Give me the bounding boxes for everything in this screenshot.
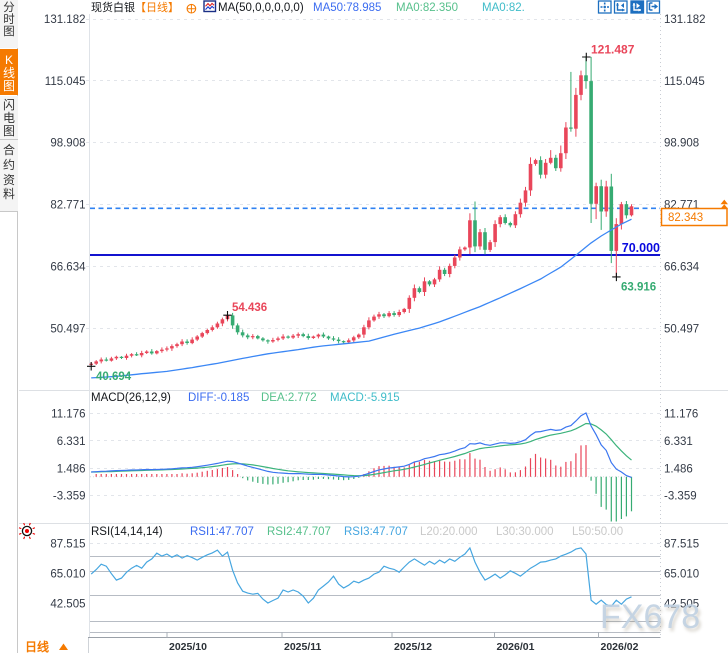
- svg-text:MA50:78.985: MA50:78.985: [313, 2, 381, 14]
- svg-text:11.176: 11.176: [51, 409, 85, 421]
- svg-text:RSI(14,14,14): RSI(14,14,14): [91, 526, 163, 538]
- svg-text:42.505: 42.505: [664, 599, 699, 611]
- svg-text:87.515: 87.515: [664, 538, 699, 550]
- svg-text:42.505: 42.505: [50, 599, 85, 611]
- svg-text:87.515: 87.515: [50, 538, 85, 550]
- svg-text:2026/02: 2026/02: [601, 641, 639, 653]
- svg-text:11.176: 11.176: [664, 409, 698, 421]
- svg-text:65.010: 65.010: [50, 569, 85, 581]
- svg-text:131.182: 131.182: [44, 14, 86, 26]
- svg-text:日线: 日线: [25, 639, 49, 653]
- svg-text:MA0:82.: MA0:82.: [482, 2, 525, 14]
- svg-text:115.045: 115.045: [45, 76, 86, 88]
- svg-text:2026/01: 2026/01: [497, 641, 535, 653]
- svg-text:MACD(26,12,9): MACD(26,12,9): [91, 392, 171, 404]
- svg-text:50.497: 50.497: [50, 323, 85, 335]
- svg-text:L30:30.000: L30:30.000: [496, 526, 554, 538]
- svg-text:40.694: 40.694: [96, 371, 132, 383]
- svg-text:-3.359: -3.359: [664, 491, 697, 503]
- svg-text:54.436: 54.436: [232, 302, 267, 314]
- svg-text:2025/12: 2025/12: [394, 641, 432, 653]
- svg-text:RSI3:47.707: RSI3:47.707: [344, 526, 408, 538]
- svg-text:-3.359: -3.359: [53, 491, 86, 503]
- svg-text:2025/11: 2025/11: [284, 641, 322, 653]
- svg-text:MA(50,0,0,0,0,0): MA(50,0,0,0,0,0): [218, 2, 304, 14]
- svg-text:82.771: 82.771: [50, 200, 85, 212]
- svg-text:MACD:-5.915: MACD:-5.915: [330, 392, 400, 404]
- svg-text:115.045: 115.045: [664, 76, 705, 88]
- svg-text:L20:20.000: L20:20.000: [420, 526, 478, 538]
- svg-text:65.010: 65.010: [664, 569, 699, 581]
- svg-text:98.908: 98.908: [50, 138, 85, 150]
- svg-text:1.486: 1.486: [664, 463, 693, 475]
- svg-text:现货白银【日线】: 现货白银【日线】: [91, 0, 179, 14]
- svg-text:6.331: 6.331: [664, 436, 693, 448]
- svg-text:70.000: 70.000: [622, 241, 660, 255]
- svg-text:RSI1:47.707: RSI1:47.707: [190, 526, 254, 538]
- svg-text:50.497: 50.497: [664, 323, 699, 335]
- svg-text:MA0:82.350: MA0:82.350: [396, 2, 458, 14]
- svg-text:98.908: 98.908: [664, 138, 699, 150]
- svg-text:6.331: 6.331: [57, 436, 86, 448]
- svg-text:131.182: 131.182: [664, 14, 706, 26]
- svg-text:121.487: 121.487: [591, 43, 635, 57]
- svg-text:1.486: 1.486: [57, 463, 86, 475]
- svg-text:66.634: 66.634: [664, 262, 700, 274]
- svg-text:DEA:2.772: DEA:2.772: [261, 392, 317, 404]
- svg-text:66.634: 66.634: [50, 262, 86, 274]
- svg-text:RSI2:47.707: RSI2:47.707: [267, 526, 331, 538]
- svg-text:63.916: 63.916: [621, 282, 656, 294]
- svg-text:82.343: 82.343: [668, 212, 703, 224]
- svg-text:DIFF:-0.185: DIFF:-0.185: [188, 392, 249, 404]
- svg-text:2025/10: 2025/10: [169, 641, 207, 653]
- svg-text:L50:50.00: L50:50.00: [572, 526, 623, 538]
